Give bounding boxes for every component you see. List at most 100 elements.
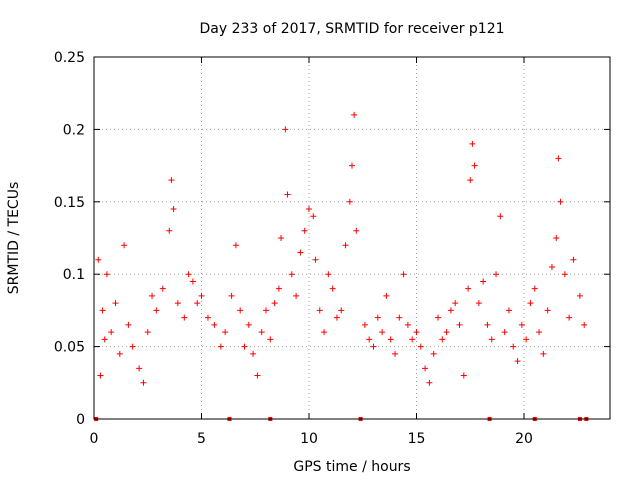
plot-frame <box>93 56 611 420</box>
data-point <box>116 350 123 357</box>
data-point <box>237 307 244 314</box>
x-tick-label: 10 <box>300 431 318 447</box>
ticks-layer: 0 0.05 0.1 0.15 0.2 0.25 0 5 10 15 20 <box>54 50 610 447</box>
data-point <box>250 350 257 357</box>
data-point <box>129 343 136 350</box>
x-tick-label: 15 <box>408 431 426 447</box>
data-point <box>471 162 478 169</box>
data-point <box>351 111 358 118</box>
data-point <box>140 379 147 386</box>
data-point <box>510 343 517 350</box>
data-point <box>211 321 218 328</box>
data-point <box>288 271 295 278</box>
y-tick-label: 0 <box>76 412 85 428</box>
data-point <box>189 278 196 285</box>
data-point <box>523 336 530 343</box>
data-point <box>505 307 512 314</box>
data-point <box>439 336 446 343</box>
data-point <box>447 307 454 314</box>
data-point <box>112 300 119 307</box>
data-point <box>293 292 300 299</box>
data-point <box>544 307 551 314</box>
data-point <box>422 365 429 372</box>
data-point <box>284 191 291 198</box>
data-point <box>456 321 463 328</box>
x-axis-label: GPS time / hours <box>293 459 410 475</box>
chart-title: Day 233 of 2017, SRMTID for receiver p12… <box>199 21 504 37</box>
data-point <box>417 343 424 350</box>
data-point <box>379 329 386 336</box>
data-point <box>125 321 132 328</box>
data-point <box>460 372 467 379</box>
data-point <box>174 300 181 307</box>
data-point <box>144 329 151 336</box>
data-point <box>301 227 308 234</box>
y-tick-label: 0.25 <box>54 50 85 66</box>
grid-layer <box>94 57 610 419</box>
data-point <box>194 300 201 307</box>
data-point <box>297 249 304 256</box>
data-point <box>306 206 312 213</box>
data-point <box>166 227 173 234</box>
data-point <box>275 285 282 292</box>
data-point <box>170 206 177 213</box>
y-axis-label: SRMTID / TECUs <box>6 182 22 295</box>
data-point <box>555 155 562 162</box>
data-point <box>501 329 508 336</box>
data-point <box>278 235 285 241</box>
data-point <box>370 343 377 350</box>
data-point <box>531 285 538 292</box>
data-point <box>387 336 394 343</box>
data-point <box>168 177 175 184</box>
data-point <box>540 350 547 357</box>
data-point <box>217 343 224 350</box>
data-point <box>153 307 160 314</box>
data-point <box>198 292 205 299</box>
data-point <box>333 314 340 321</box>
data-point <box>566 314 573 321</box>
data-point <box>404 321 411 328</box>
data-point <box>493 271 500 278</box>
data-point <box>103 271 110 278</box>
data-point <box>228 292 235 299</box>
data-point <box>204 314 211 321</box>
data-point <box>553 235 560 241</box>
data-point <box>258 329 265 336</box>
data-point <box>581 321 588 328</box>
data-point <box>383 292 390 299</box>
data-points-layer <box>94 111 589 421</box>
data-point <box>222 329 229 336</box>
data-point <box>426 379 433 386</box>
data-point <box>469 140 476 147</box>
data-point <box>366 336 373 343</box>
data-point <box>392 350 398 357</box>
data-point <box>342 242 349 249</box>
data-point <box>570 256 577 263</box>
data-point <box>435 314 441 321</box>
data-point <box>282 126 289 133</box>
data-point <box>245 321 252 328</box>
data-point <box>267 336 274 343</box>
data-point <box>136 365 143 372</box>
x-tick-label: 20 <box>515 431 533 447</box>
data-point <box>497 213 504 220</box>
data-point <box>312 256 319 263</box>
data-point <box>557 198 564 205</box>
data-point <box>480 278 487 285</box>
y-tick-label: 0.15 <box>54 195 85 211</box>
data-point <box>325 271 332 278</box>
data-point <box>346 198 353 205</box>
y-tick-label: 0.1 <box>63 267 85 283</box>
data-point <box>95 256 102 263</box>
data-point <box>99 307 106 314</box>
data-point <box>396 314 403 321</box>
data-point <box>149 292 156 299</box>
data-point <box>484 321 491 328</box>
data-point <box>321 329 328 336</box>
data-point <box>527 300 534 307</box>
data-point <box>518 321 525 328</box>
data-point <box>400 271 407 278</box>
data-point <box>101 336 108 343</box>
